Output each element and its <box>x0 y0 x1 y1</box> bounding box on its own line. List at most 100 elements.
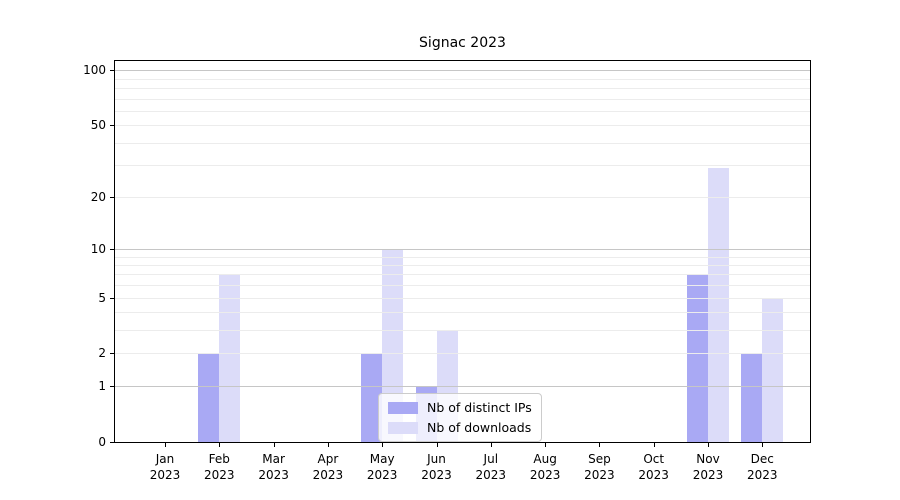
bar-downloads-dec <box>762 297 784 442</box>
y-tick-label-20: 20 <box>90 189 106 204</box>
gridline-y-40 <box>115 142 810 144</box>
x-tick-mar <box>273 443 275 447</box>
legend-label-distinct-ips: Nb of distinct IPs <box>427 400 532 415</box>
gridline-y-8 <box>115 264 810 266</box>
x-tick-month: Jun <box>427 452 446 466</box>
x-tick-year: 2023 <box>312 468 344 482</box>
x-tick-label-oct: Oct 2023 <box>622 451 686 483</box>
x-tick-nov <box>708 443 709 447</box>
x-tick-month: Nov <box>696 452 720 466</box>
legend-swatch-distinct-ips <box>388 401 418 414</box>
bar-ips-dec <box>741 353 763 442</box>
x-tick-month: Feb <box>208 452 230 466</box>
x-tick-sep <box>599 443 601 447</box>
x-tick-label-aug: Aug 2023 <box>513 451 577 483</box>
gridline-y-100 <box>115 70 810 72</box>
y-tick-100 <box>110 70 114 72</box>
x-tick-year: 2023 <box>584 468 615 482</box>
legend-entry-distinct-ips: Nb of distinct IPs <box>388 401 532 414</box>
x-tick-month: Oct <box>643 452 665 466</box>
bar-downloads-nov <box>708 168 729 442</box>
x-tick-may <box>382 443 384 447</box>
bar-downloads-feb <box>219 274 241 442</box>
x-tick-label-apr: Apr 2023 <box>296 451 360 483</box>
y-tick-label-100: 100 <box>83 63 106 78</box>
x-tick-year: 2023 <box>747 468 778 482</box>
x-tick-dec <box>762 443 764 447</box>
gridline-y-10 <box>115 248 810 250</box>
x-tick-label-mar: Mar 2023 <box>242 451 306 483</box>
x-tick-year: 2023 <box>149 468 181 482</box>
gridline-y-1 <box>115 386 810 388</box>
x-tick-label-nov: Nov 2023 <box>676 451 740 483</box>
x-tick-month: May <box>369 452 395 466</box>
y-tick-label-5: 5 <box>98 290 106 305</box>
y-tick-label-2: 2 <box>98 346 106 361</box>
x-tick-label-jan: Jan 2023 <box>133 451 197 483</box>
x-tick-month: Sep <box>588 452 611 466</box>
gridline-y-50 <box>115 125 810 127</box>
x-tick-month: Jan <box>155 452 175 466</box>
y-tick-20 <box>110 196 114 198</box>
x-tick-month: Apr <box>317 452 339 466</box>
x-tick-oct <box>653 443 655 447</box>
gridline-y-7 <box>115 274 810 276</box>
gridline-y-9 <box>115 256 810 258</box>
x-tick-year: 2023 <box>258 468 289 482</box>
x-tick-month: Mar <box>262 452 285 466</box>
x-tick-feb <box>219 443 221 447</box>
x-tick-label-feb: Feb 2023 <box>187 451 251 483</box>
x-tick-label-jun: Jun 2023 <box>405 451 469 483</box>
y-tick-0 <box>110 442 114 443</box>
bar-ips-may <box>361 353 383 442</box>
y-tick-1 <box>110 386 114 388</box>
y-tick-50 <box>110 125 114 127</box>
bar-ips-nov <box>687 274 708 442</box>
legend-label-downloads: Nb of downloads <box>427 420 532 435</box>
x-tick-year: 2023 <box>421 468 452 482</box>
y-tick-5 <box>110 297 114 299</box>
legend-entry-downloads: Nb of downloads <box>388 421 532 434</box>
gridline-y-3 <box>115 330 810 332</box>
x-tick-label-sep: Sep 2023 <box>567 451 631 483</box>
legend-swatch-downloads <box>388 421 418 434</box>
y-tick-label-10: 10 <box>90 241 106 256</box>
x-tick-label-may: May 2023 <box>350 451 414 483</box>
gridline-y-2 <box>115 353 810 355</box>
x-tick-jun <box>436 443 438 447</box>
x-tick-year: 2023 <box>204 468 235 482</box>
bar-ips-feb <box>198 353 220 442</box>
x-tick-jan <box>165 443 166 447</box>
x-tick-year: 2023 <box>638 468 669 482</box>
chart-title: Signac 2023 <box>419 35 506 51</box>
y-tick-label-1: 1 <box>98 379 106 394</box>
gridline-y-4 <box>115 312 810 314</box>
gridline-y-80 <box>115 87 810 89</box>
x-tick-month: Dec <box>750 452 774 466</box>
y-tick-2 <box>110 353 114 355</box>
y-tick-label-0: 0 <box>98 435 106 449</box>
gridline-y-6 <box>115 285 810 287</box>
x-tick-month: Jul <box>483 452 499 466</box>
plot-area: Nb of distinct IPs Nb of downloads <box>114 60 811 443</box>
gridline-y-90 <box>115 78 810 80</box>
gridline-y-70 <box>115 98 810 100</box>
x-tick-apr <box>327 443 329 447</box>
legend: Nb of distinct IPs Nb of downloads <box>378 393 542 442</box>
x-tick-month: Aug <box>533 452 557 466</box>
gridline-y-5 <box>115 297 810 299</box>
gridline-y-60 <box>115 110 810 112</box>
x-tick-year: 2023 <box>366 468 398 482</box>
x-tick-year: 2023 <box>692 468 724 482</box>
x-tick-year: 2023 <box>475 468 507 482</box>
x-tick-aug <box>545 443 547 447</box>
y-tick-label-50: 50 <box>90 118 106 133</box>
x-tick-label-jul: Jul 2023 <box>459 451 523 483</box>
y-tick-10 <box>110 248 114 250</box>
x-tick-jul <box>490 443 492 447</box>
x-tick-year: 2023 <box>529 468 561 482</box>
gridline-y-30 <box>115 165 810 167</box>
x-tick-label-dec: Dec 2023 <box>730 451 794 483</box>
gridline-y-20 <box>115 196 810 198</box>
